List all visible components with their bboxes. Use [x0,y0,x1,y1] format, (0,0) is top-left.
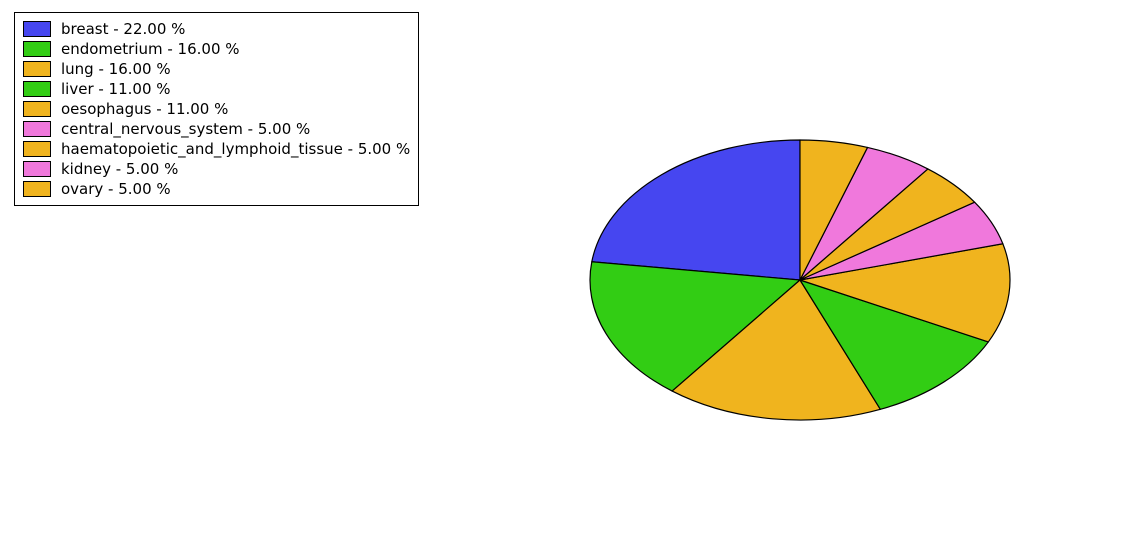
legend-item: lung - 16.00 % [23,60,410,78]
legend-swatch [23,81,51,97]
pie-chart [570,130,1030,430]
legend-swatch [23,41,51,57]
legend-swatch [23,21,51,37]
legend-item: breast - 22.00 % [23,20,410,38]
legend-label: kidney - 5.00 % [61,160,178,178]
legend-item: endometrium - 16.00 % [23,40,410,58]
legend-item: central_nervous_system - 5.00 % [23,120,410,138]
legend-item: oesophagus - 11.00 % [23,100,410,118]
legend-label: liver - 11.00 % [61,80,171,98]
pie-chart-svg [570,130,1030,430]
legend-label: central_nervous_system - 5.00 % [61,120,310,138]
legend-swatch [23,121,51,137]
legend-item: liver - 11.00 % [23,80,410,98]
legend-box: breast - 22.00 % endometrium - 16.00 % l… [14,12,419,206]
legend-label: breast - 22.00 % [61,20,185,38]
legend-item: kidney - 5.00 % [23,160,410,178]
legend-label: haematopoietic_and_lymphoid_tissue - 5.0… [61,140,410,158]
legend-label: lung - 16.00 % [61,60,171,78]
legend-swatch [23,141,51,157]
legend-swatch [23,161,51,177]
legend-swatch [23,181,51,197]
legend-item: ovary - 5.00 % [23,180,410,198]
legend-label: oesophagus - 11.00 % [61,100,228,118]
legend-swatch [23,101,51,117]
legend-item: haematopoietic_and_lymphoid_tissue - 5.0… [23,140,410,158]
pie-slice [592,140,800,280]
legend-label: endometrium - 16.00 % [61,40,240,58]
legend-swatch [23,61,51,77]
legend-label: ovary - 5.00 % [61,180,171,198]
